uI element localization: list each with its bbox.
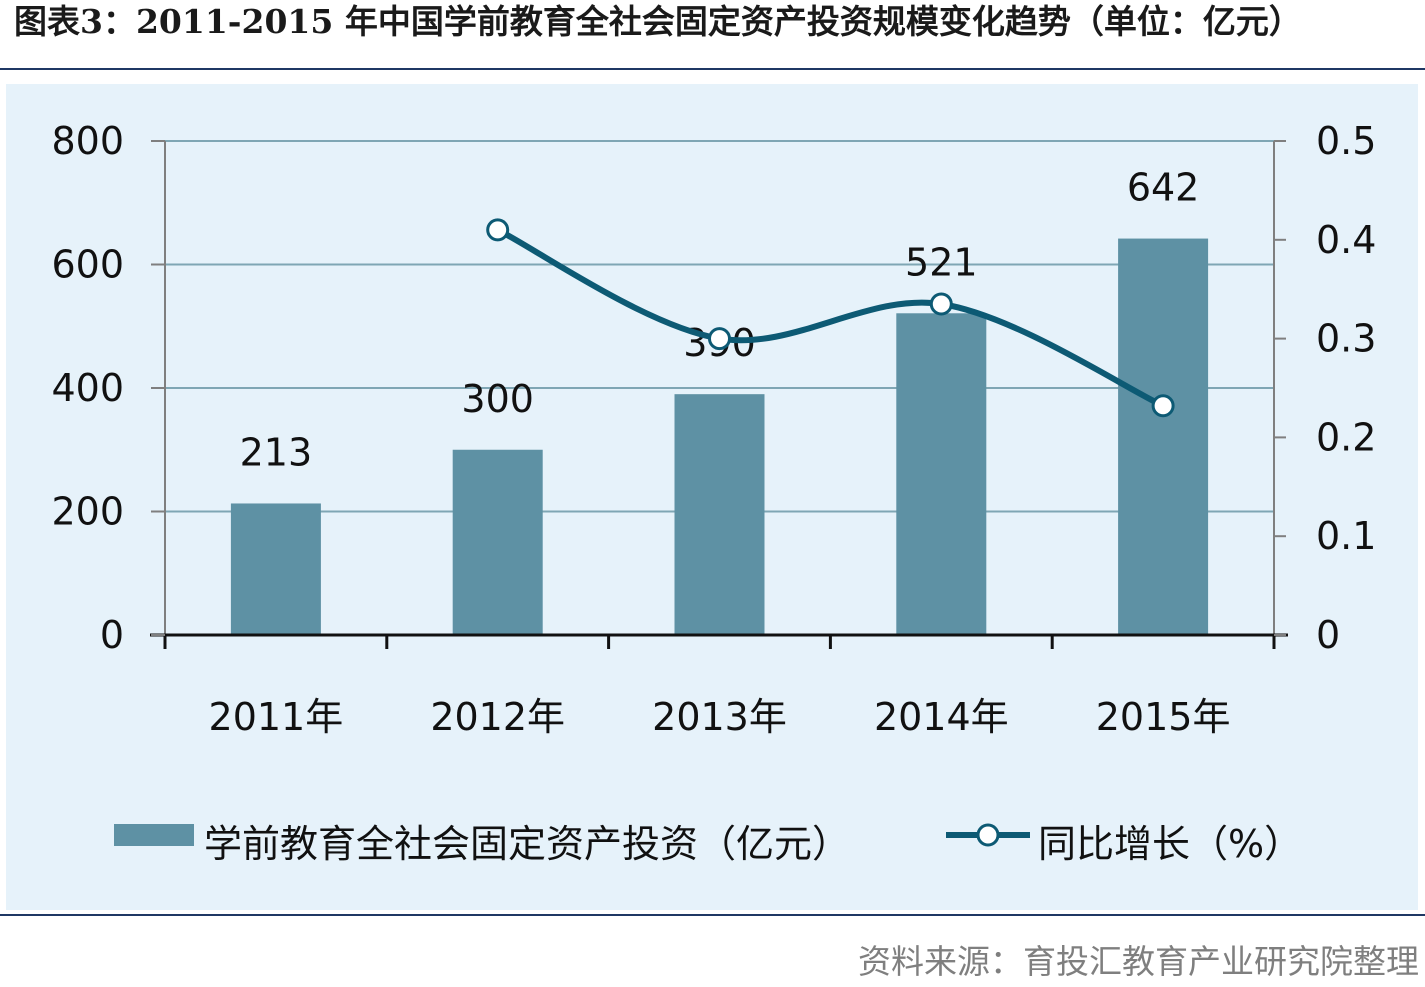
growth-point-2	[929, 292, 953, 316]
bar-data-labels: 213300390521642	[240, 166, 1200, 475]
bar-data-label: 642	[1127, 166, 1200, 210]
line-series	[486, 218, 1175, 418]
legend-line-marker	[976, 823, 1000, 847]
y-right-tick-label: 0	[1316, 613, 1340, 657]
y-left-tick-label: 800	[51, 119, 124, 163]
bar-series	[230, 238, 1209, 635]
x-category-label: 2015年	[1096, 695, 1231, 739]
y-right-tick-label: 0.1	[1316, 514, 1376, 558]
y-left-tick-label: 400	[51, 366, 124, 410]
x-category-label: 2014年	[874, 695, 1009, 739]
y-right-tick-label: 0.3	[1316, 317, 1376, 361]
x-category-label: 2012年	[430, 695, 565, 739]
y-axis-left-ticks: 0 200 400 600 800	[51, 119, 165, 657]
bottom-rule	[0, 914, 1425, 916]
growth-line	[494, 226, 1167, 409]
y-left-tick-label: 0	[100, 613, 124, 657]
y-left-tick-label: 200	[51, 490, 124, 534]
legend-line-label: 同比增长（%）	[1038, 822, 1302, 866]
chart-title: 图表3：2011-2015 年中国学前教育全社会固定资产投资规模变化趋势（单位：…	[14, 2, 1302, 41]
bar-data-label: 300	[461, 377, 534, 421]
x-category-label: 2011年	[209, 695, 344, 739]
axes	[150, 141, 1288, 649]
bar-2014年	[896, 313, 987, 635]
y-right-tick-label: 0.5	[1316, 119, 1376, 163]
bar-2011年	[230, 503, 321, 635]
legend-bar-label: 学前教育全社会固定资产投资（亿元）	[204, 822, 850, 866]
x-category-label: 2013年	[652, 695, 787, 739]
growth-point-3	[1151, 394, 1175, 418]
growth-point-1	[708, 327, 731, 351]
source-note: 资料来源：育投汇教育产业研究院整理	[858, 942, 1419, 981]
y-right-tick-label: 0.2	[1316, 415, 1376, 459]
bar-2015年	[1118, 238, 1209, 635]
bar-2013年	[674, 394, 765, 635]
y-left-tick-label: 600	[51, 243, 124, 287]
bar-2012年	[452, 449, 543, 635]
bar-data-label: 521	[905, 240, 978, 284]
x-axis-categories: 2011年 2012年 2013年 2014年 2015年	[209, 695, 1231, 739]
top-rule	[0, 68, 1425, 70]
y-right-tick-label: 0.4	[1316, 218, 1376, 262]
y-axis-right-ticks: 0 0.1 0.2 0.3 0.4 0.5	[1274, 119, 1376, 657]
legend-bar-swatch	[114, 824, 194, 846]
legend: 学前教育全社会固定资产投资（亿元） 同比增长（%）	[114, 822, 1302, 866]
growth-point-0	[486, 218, 510, 242]
bar-data-label: 213	[240, 430, 313, 474]
